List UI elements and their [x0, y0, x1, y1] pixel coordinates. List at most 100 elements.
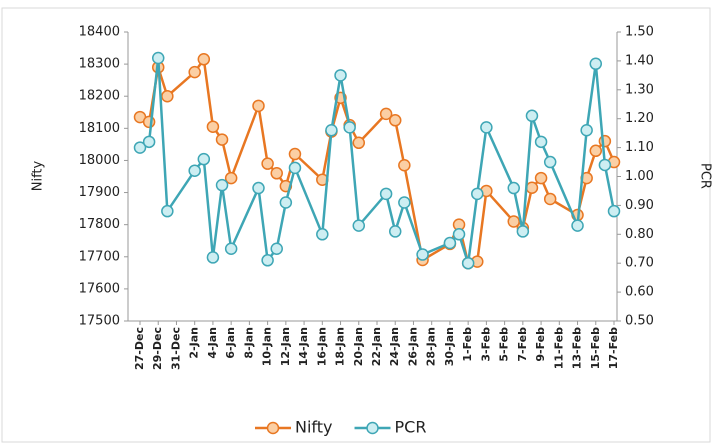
- point: [589, 144, 603, 158]
- point: [224, 242, 238, 255]
- point: [316, 228, 329, 241]
- point: [480, 121, 493, 134]
- y2-tick-label: 0.80: [625, 227, 654, 242]
- point: [379, 107, 393, 121]
- x-tick-label: 11-Feb: [552, 327, 565, 369]
- x-tick-label: 12-Jan: [279, 327, 292, 366]
- point: [161, 89, 174, 103]
- x-tick-label: 30-Jan: [443, 327, 456, 366]
- point: [343, 121, 356, 134]
- point: [352, 219, 366, 232]
- x-tick-label: 2-Jan: [188, 327, 201, 359]
- y-tick-label: 18200: [79, 89, 120, 104]
- x-tick-label: 5-Feb: [498, 327, 511, 362]
- point: [325, 124, 338, 137]
- point: [534, 171, 548, 185]
- y-tick-label: 18000: [79, 153, 120, 168]
- legend-label: Nifty: [295, 418, 333, 437]
- point: [197, 152, 211, 166]
- x-tick-label: 6-Jan: [224, 327, 237, 359]
- x-tick-label: 8-Jan: [242, 327, 255, 359]
- series-line: [139, 57, 616, 264]
- point: [507, 215, 520, 228]
- point: [215, 133, 229, 146]
- x-tick-label: 7-Feb: [516, 327, 529, 362]
- point: [379, 187, 393, 201]
- point: [261, 254, 274, 267]
- point: [215, 178, 229, 192]
- y2-tick-label: 1.40: [625, 53, 654, 68]
- x-tick-label: 29-Dec: [151, 327, 164, 370]
- point: [142, 135, 156, 149]
- point: [206, 120, 220, 133]
- y2-tick-label: 1.50: [625, 25, 654, 40]
- point: [571, 219, 584, 232]
- point: [288, 161, 302, 175]
- x-tick-label: 18-Jan: [334, 327, 347, 366]
- x-tick-label: 4-Jan: [206, 327, 219, 359]
- point: [151, 51, 165, 65]
- legend-marker: [366, 421, 379, 435]
- x-tick-label: 28-Jan: [425, 327, 438, 366]
- x-tick-label: 20-Jan: [352, 327, 365, 366]
- y2-tick-label: 0.60: [625, 285, 654, 300]
- point: [607, 204, 621, 218]
- x-tick-label: 22-Jan: [370, 327, 383, 366]
- point: [270, 167, 283, 180]
- x-tick-label: 16-Jan: [315, 327, 328, 366]
- point: [543, 155, 557, 169]
- point: [525, 181, 539, 194]
- point: [589, 57, 603, 71]
- point: [288, 147, 302, 161]
- point: [398, 159, 411, 172]
- x-tick-label: 31-Dec: [169, 327, 182, 370]
- point: [443, 236, 457, 250]
- point: [543, 192, 557, 206]
- point: [507, 181, 520, 195]
- y2-tick-label: 1.00: [625, 169, 654, 184]
- point: [270, 242, 283, 255]
- point: [197, 53, 211, 66]
- legend-marker: [266, 421, 280, 435]
- point: [525, 109, 539, 123]
- point: [534, 135, 548, 149]
- point: [224, 171, 238, 185]
- legend-label: PCR: [395, 418, 427, 437]
- y-tick-label: 17600: [79, 281, 120, 296]
- point: [516, 225, 530, 238]
- point: [133, 141, 147, 154]
- x-tick-label: 1-Feb: [461, 327, 474, 362]
- chart-frame: [1, 7, 711, 443]
- y-tick-label: 18300: [79, 57, 120, 72]
- point: [334, 69, 347, 82]
- y2-tick-label: 0.90: [625, 198, 654, 213]
- y-tick-label: 17700: [79, 249, 120, 264]
- y-tick-label: 17500: [79, 314, 120, 329]
- point: [252, 181, 265, 195]
- x-tick-label: 3-Feb: [479, 327, 492, 362]
- x-tick-label: 27-Dec: [133, 327, 146, 370]
- y-tick-label: 18100: [79, 121, 120, 136]
- x-tick-label: 26-Jan: [406, 327, 419, 366]
- y2-tick-label: 1.10: [625, 140, 654, 155]
- y-tick-label: 17900: [79, 185, 120, 200]
- point: [580, 124, 593, 137]
- point: [598, 134, 612, 148]
- point: [206, 251, 220, 264]
- y-tick-label: 18400: [79, 25, 120, 40]
- point: [279, 196, 293, 209]
- point: [452, 228, 466, 241]
- y-axis-label: Nifty: [31, 160, 46, 191]
- point: [161, 204, 174, 218]
- x-tick-label: 9-Feb: [534, 327, 547, 362]
- point: [388, 114, 402, 127]
- point: [416, 248, 429, 261]
- x-tick-label: 17-Feb: [607, 327, 620, 369]
- point: [388, 225, 402, 238]
- point: [471, 187, 484, 201]
- x-tick-label: 15-Feb: [589, 327, 602, 369]
- y2-tick-label: 1.20: [625, 111, 654, 126]
- point: [398, 196, 411, 209]
- y2-tick-label: 1.30: [625, 82, 654, 97]
